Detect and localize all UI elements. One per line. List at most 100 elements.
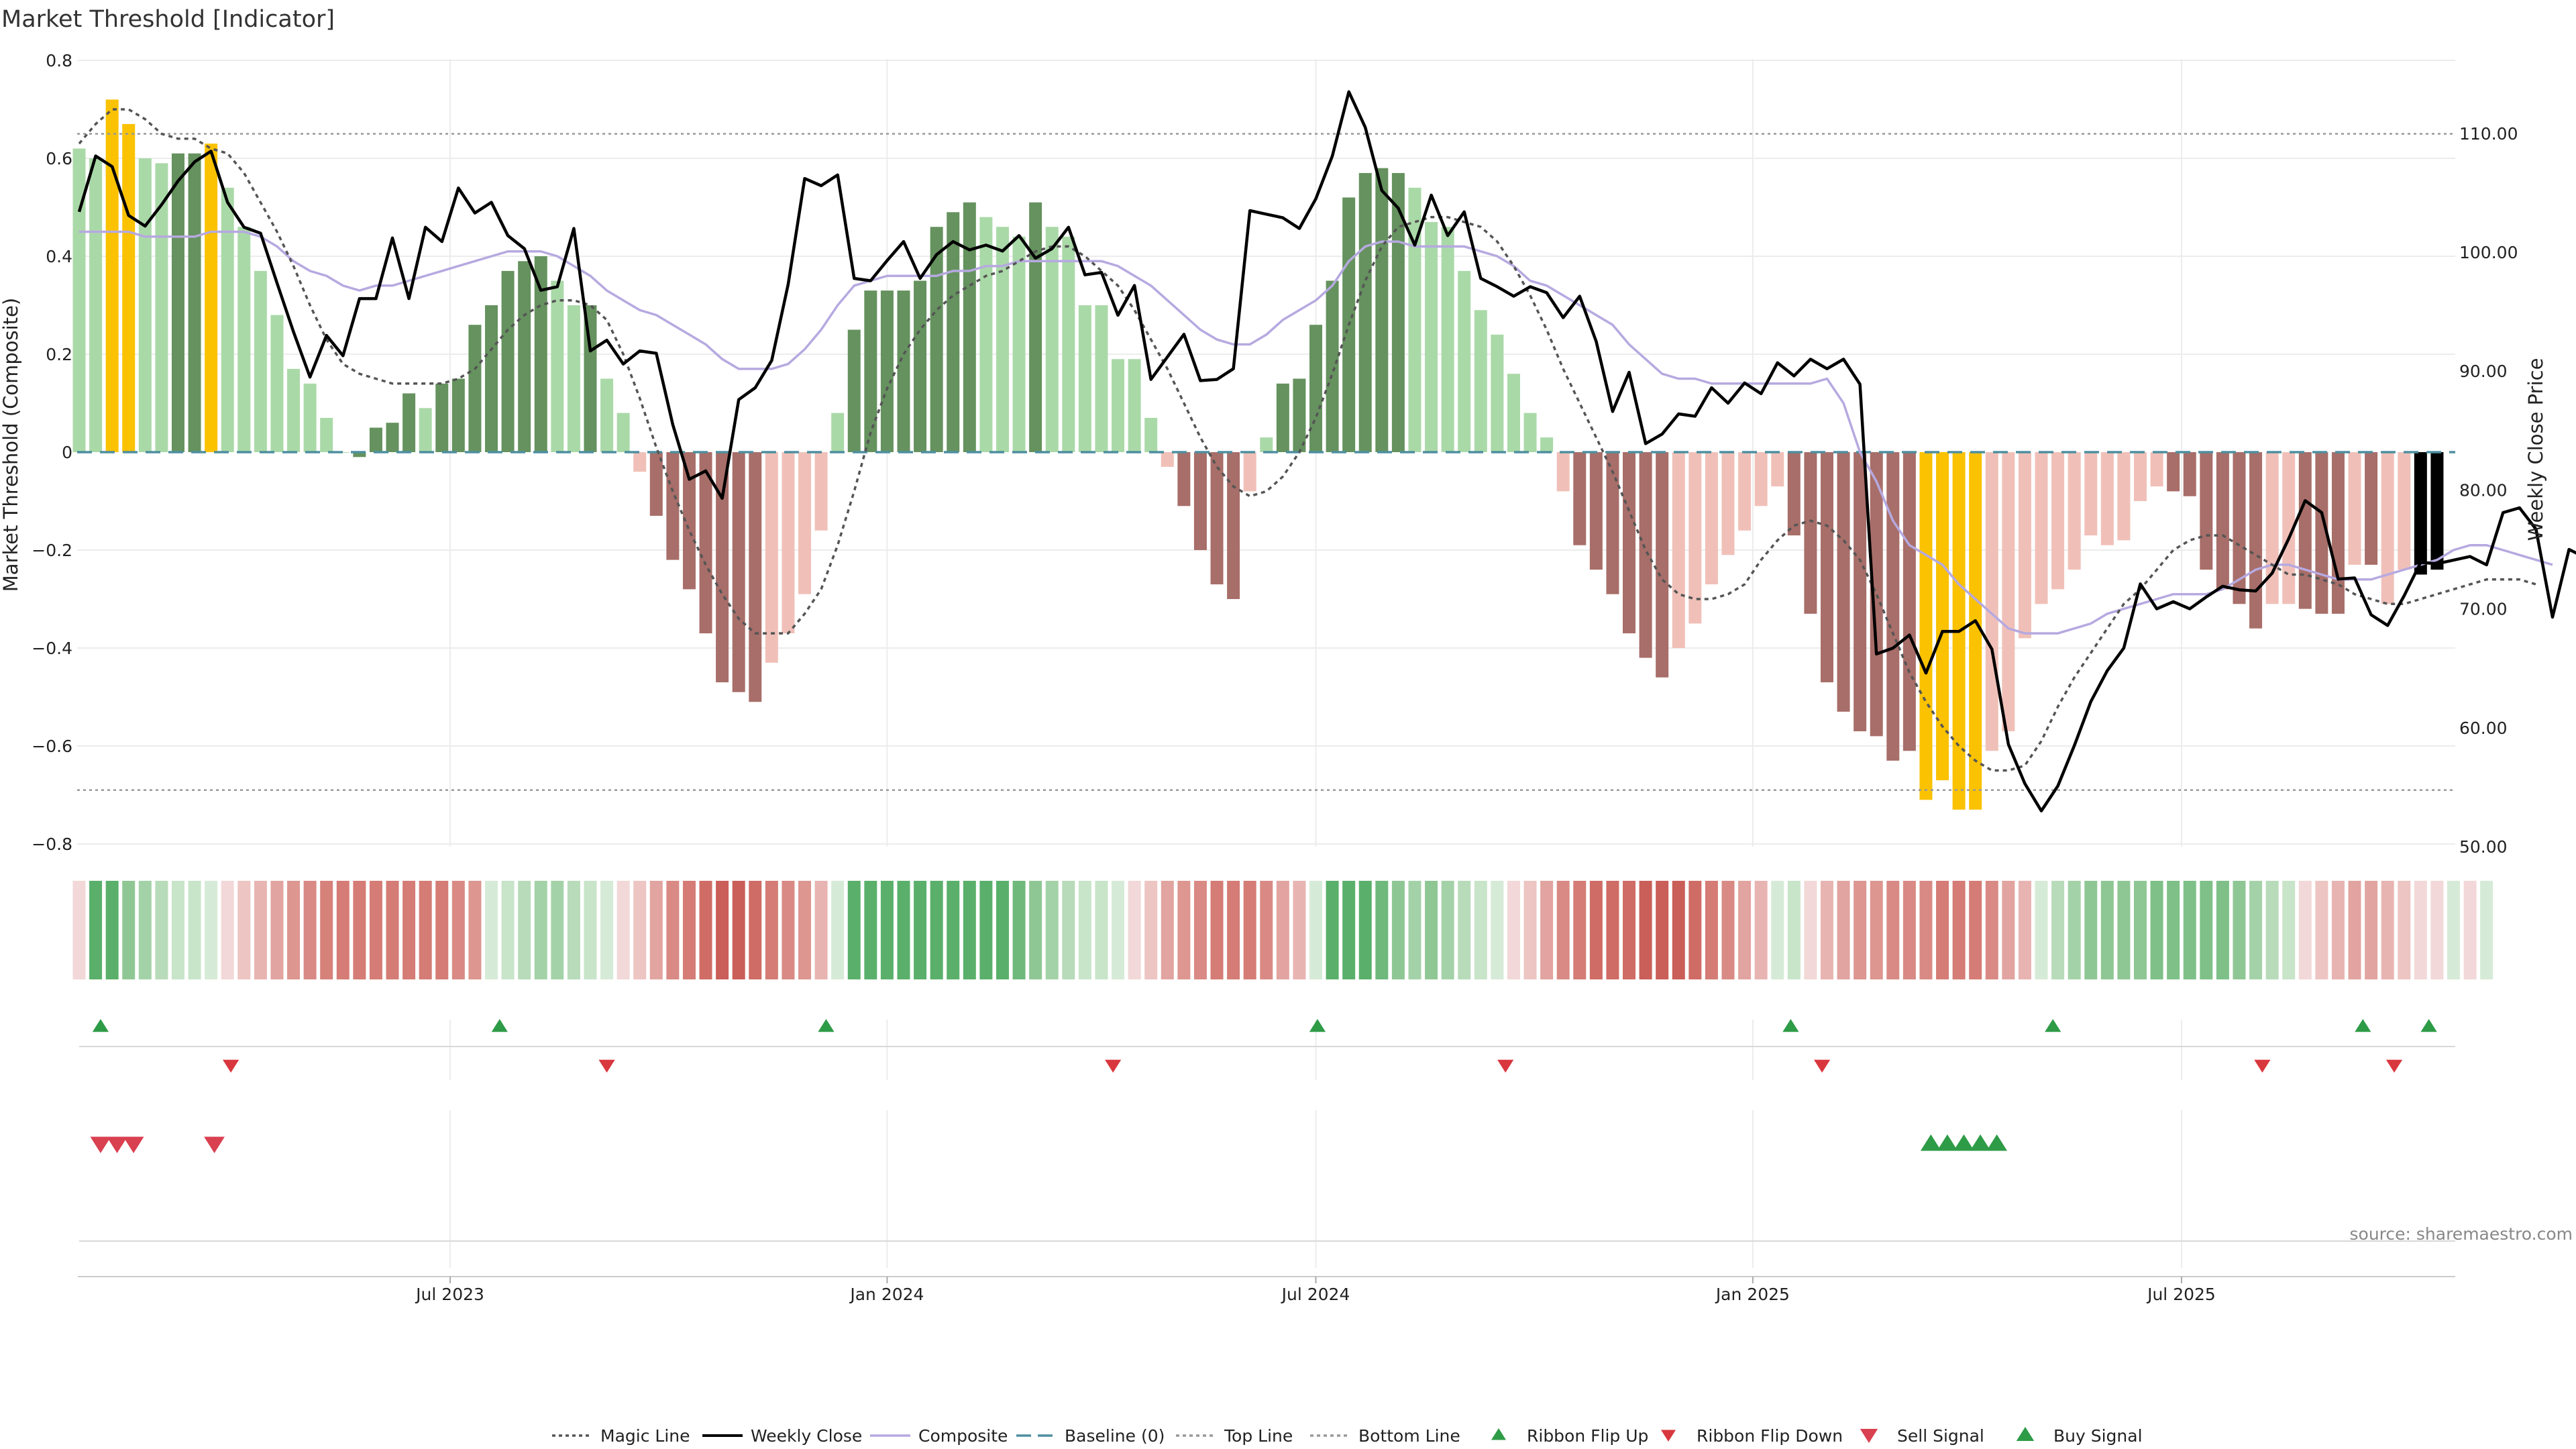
composite-bar <box>1507 374 1520 452</box>
ribbon-strip <box>72 881 2493 979</box>
composite-bar <box>1606 452 1619 594</box>
ribbon-cell <box>1227 881 1240 979</box>
weekly-close-line <box>77 90 2576 813</box>
composite-bar <box>2331 452 2345 614</box>
ribbon-cell <box>171 881 184 979</box>
composite-bar <box>2183 452 2196 496</box>
composite-bar <box>1078 305 1091 452</box>
composite-bar <box>2100 452 2114 545</box>
legend-label: Weekly Close <box>751 1426 862 1446</box>
reference-lines <box>77 133 2455 791</box>
ribbon-cell <box>1523 881 1537 979</box>
composite-bar <box>1375 168 1389 452</box>
composite-bar <box>2035 452 2048 604</box>
ribbon-cell <box>419 881 432 979</box>
composite-bar <box>979 217 993 452</box>
ribbon-cell <box>1128 881 1141 979</box>
ribbon-cell <box>435 881 449 979</box>
composite-bar <box>205 144 218 452</box>
legend-label: Baseline (0) <box>1065 1426 1165 1446</box>
ribbon-cell <box>2018 881 2031 979</box>
composite-bar <box>2265 452 2279 604</box>
composite-bar <box>1936 452 1949 781</box>
ribbon-cell <box>89 881 103 979</box>
ribbon-cell <box>2216 881 2229 979</box>
y-tick-right: 90.00 <box>2459 362 2508 381</box>
ribbon-cell <box>336 881 350 979</box>
composite-bar <box>1161 452 1174 467</box>
ribbon-cell <box>814 881 828 979</box>
ribbon-cell <box>979 881 993 979</box>
ribbon-cell <box>1243 881 1256 979</box>
ribbon-cell <box>237 881 251 979</box>
composite-bar <box>419 408 432 452</box>
composite-bar <box>451 378 465 452</box>
legend-label: Ribbon Flip Down <box>1697 1426 1843 1446</box>
ribbon-cell <box>1952 881 1966 979</box>
composite-bar <box>831 413 845 452</box>
x-ticks: Jul 2023 Jan 2024 Jul 2024 Jan 2025 Jul 2025 <box>415 1277 2216 1304</box>
ribbon-cell <box>600 881 614 979</box>
y-tick-left: −0.8 <box>32 835 72 854</box>
composite-bar <box>1771 452 1784 487</box>
ribbon-cell <box>1656 881 1669 979</box>
y-tick-right: 110.00 <box>2459 124 2518 144</box>
composite-bar <box>947 212 960 452</box>
composite-bar <box>1293 378 1306 452</box>
composite-bar <box>716 452 729 683</box>
ribbon-cell <box>1787 881 1801 979</box>
y-ticks-left: 0.8 0.6 0.4 0.2 0 −0.2 −0.4 −0.6 −0.8 <box>32 51 72 854</box>
ribbon-flip-down-marker <box>2254 1059 2271 1073</box>
ribbon-cell <box>1177 881 1191 979</box>
composite-bar <box>1919 452 1933 800</box>
y-tick-left: −0.4 <box>32 639 72 658</box>
ribbon-cell <box>254 881 267 979</box>
composite-bar <box>847 329 861 452</box>
ribbon-cell <box>1936 881 1949 979</box>
composite-bar <box>270 315 284 452</box>
composite-bar <box>1556 452 1570 492</box>
ribbon-flip-down-marker <box>1105 1059 1122 1073</box>
sell-signal-marker <box>107 1136 127 1153</box>
ribbon-cell <box>682 881 696 979</box>
ribbon-cell <box>1985 881 1998 979</box>
composite-bar <box>682 452 696 590</box>
composite-bar <box>2430 452 2444 570</box>
y-tick-right: 100.00 <box>2459 243 2518 262</box>
composite-bar <box>649 452 663 516</box>
ribbon-cell <box>2398 881 2411 979</box>
ribbon-cell <box>1408 881 1421 979</box>
legend-label: Sell Signal <box>1897 1426 1984 1446</box>
composite-bar <box>1243 452 1256 492</box>
composite-bar <box>1854 452 1867 732</box>
composite-bar <box>485 305 498 452</box>
composite-bar <box>1309 325 1322 452</box>
ribbon-cell <box>2480 881 2493 979</box>
composite-bar <box>138 158 152 452</box>
ribbon-cell <box>72 881 86 979</box>
ribbon-cell <box>1276 881 1289 979</box>
ribbon-cell <box>2365 881 2378 979</box>
composite-bar <box>930 227 943 452</box>
ribbon-flip-down-marker <box>2385 1059 2403 1073</box>
ribbon-cell <box>485 881 498 979</box>
ribbon-cell <box>1589 881 1603 979</box>
composite-bar <box>584 305 597 452</box>
composite-bar <box>1358 172 1372 452</box>
composite-bar <box>1837 452 1850 712</box>
ribbon-cell <box>2430 881 2444 979</box>
composite-bar <box>567 305 580 452</box>
ribbon-cell <box>303 881 317 979</box>
ribbon-cell <box>2035 881 2048 979</box>
composite-bar <box>666 452 680 560</box>
ribbon-cell <box>1095 881 1108 979</box>
ribbon-flip-up-marker <box>2420 1019 2437 1032</box>
composite-bar <box>2398 452 2411 570</box>
ribbon-cell <box>1078 881 1091 979</box>
ribbon-cell <box>518 881 531 979</box>
buy-signal-marker <box>1937 1134 1958 1151</box>
composite-bar <box>782 452 795 634</box>
composite-bar <box>72 148 86 452</box>
composite-bar <box>2414 452 2427 575</box>
